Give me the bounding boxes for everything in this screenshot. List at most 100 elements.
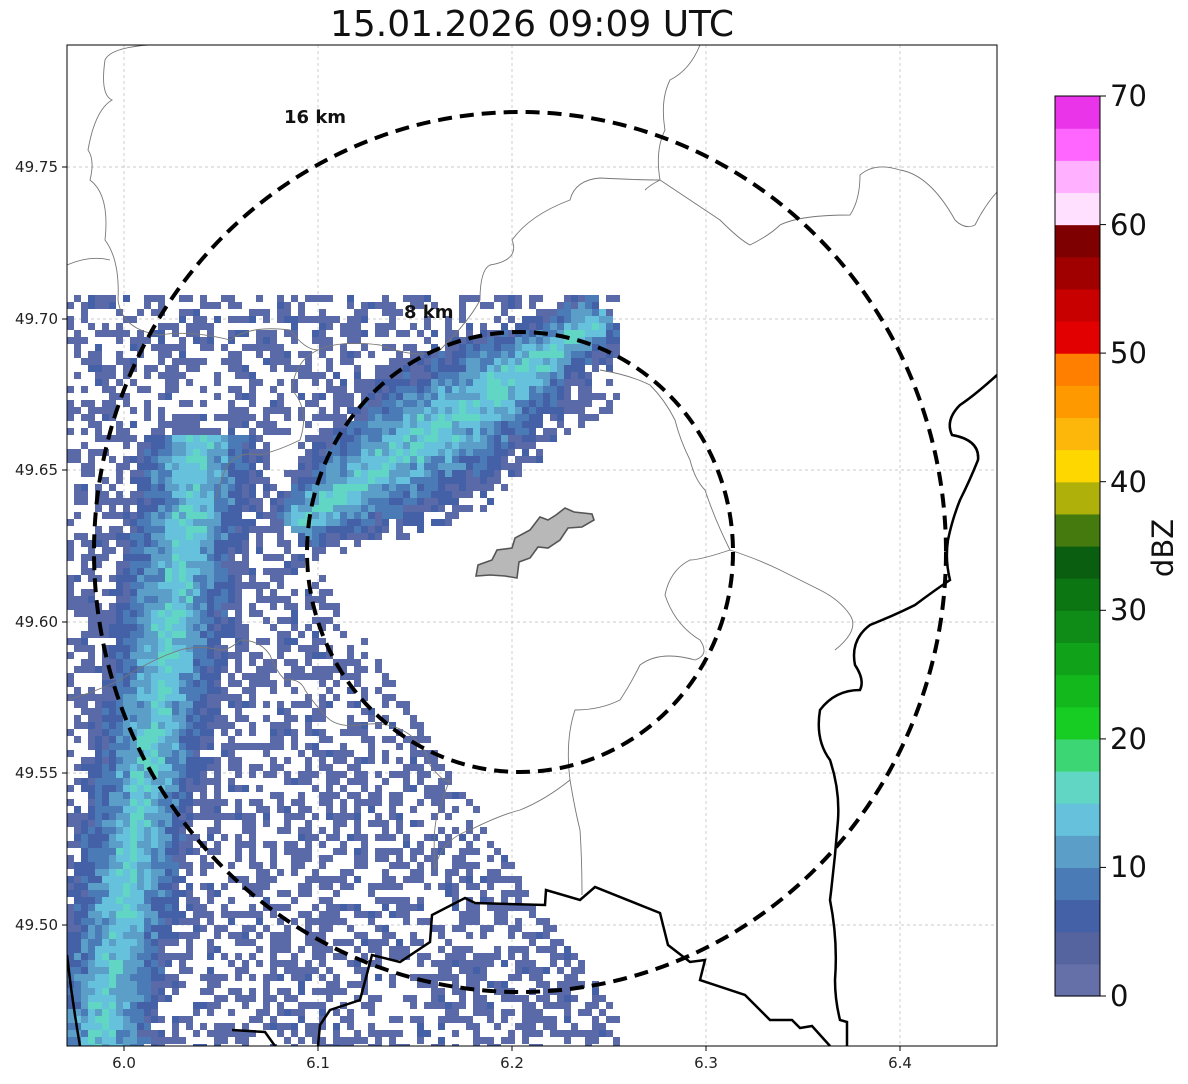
echo-pixel bbox=[522, 442, 529, 449]
echo-pixel bbox=[109, 575, 116, 582]
echo-pixel bbox=[410, 820, 417, 827]
echo-pixel bbox=[207, 743, 214, 750]
echo-pixel bbox=[452, 358, 459, 365]
echo-pixel bbox=[172, 512, 179, 519]
echo-pixel bbox=[67, 414, 74, 421]
echo-pixel bbox=[417, 365, 424, 372]
echo-pixel bbox=[165, 351, 172, 358]
echo-pixel bbox=[333, 456, 340, 463]
echo-pixel bbox=[319, 309, 326, 316]
echo-pixel bbox=[522, 323, 529, 330]
echo-pixel bbox=[67, 876, 74, 883]
echo-pixel bbox=[172, 442, 179, 449]
echo-pixel bbox=[242, 554, 249, 561]
echo-pixel bbox=[249, 1030, 256, 1037]
echo-pixel bbox=[501, 442, 508, 449]
echo-pixel bbox=[445, 400, 452, 407]
echo-pixel bbox=[424, 372, 431, 379]
echo-pixel bbox=[186, 729, 193, 736]
echo-pixel bbox=[312, 484, 319, 491]
echo-pixel bbox=[186, 799, 193, 806]
echo-pixel bbox=[186, 400, 193, 407]
echo-pixel bbox=[130, 1009, 137, 1016]
echo-pixel bbox=[102, 498, 109, 505]
echo-pixel bbox=[207, 484, 214, 491]
echo-pixel bbox=[480, 890, 487, 897]
echo-pixel bbox=[123, 967, 130, 974]
echo-pixel bbox=[291, 365, 298, 372]
echo-pixel bbox=[480, 484, 487, 491]
echo-pixel bbox=[228, 365, 235, 372]
echo-pixel bbox=[473, 911, 480, 918]
echo-pixel bbox=[550, 435, 557, 442]
echo-pixel bbox=[326, 316, 333, 323]
echo-pixel bbox=[354, 463, 361, 470]
echo-pixel bbox=[235, 414, 242, 421]
echo-pixel bbox=[193, 470, 200, 477]
echo-pixel bbox=[312, 414, 319, 421]
colorbar-segment bbox=[1055, 96, 1100, 129]
echo-pixel bbox=[242, 449, 249, 456]
echo-pixel bbox=[291, 337, 298, 344]
echo-pixel bbox=[228, 897, 235, 904]
echo-pixel bbox=[207, 631, 214, 638]
echo-pixel bbox=[102, 673, 109, 680]
echo-pixel bbox=[424, 1002, 431, 1009]
echo-pixel bbox=[305, 918, 312, 925]
echo-pixel bbox=[235, 484, 242, 491]
river bbox=[948, 374, 997, 461]
echo-pixel bbox=[179, 967, 186, 974]
echo-pixel bbox=[179, 421, 186, 428]
echo-pixel bbox=[368, 435, 375, 442]
echo-pixel bbox=[74, 995, 81, 1002]
echo-pixel bbox=[116, 498, 123, 505]
echo-pixel bbox=[515, 890, 522, 897]
echo-pixel bbox=[214, 505, 221, 512]
echo-pixel bbox=[67, 911, 74, 918]
echo-pixel bbox=[144, 337, 151, 344]
echo-pixel bbox=[242, 1030, 249, 1037]
echo-pixel bbox=[165, 540, 172, 547]
echo-pixel bbox=[116, 351, 123, 358]
echo-pixel bbox=[543, 428, 550, 435]
echo-pixel bbox=[214, 463, 221, 470]
echo-pixel bbox=[95, 932, 102, 939]
echo-pixel bbox=[284, 988, 291, 995]
echo-pixel bbox=[95, 540, 102, 547]
colorbar-segment bbox=[1055, 803, 1100, 836]
echo-pixel bbox=[361, 533, 368, 540]
echo-pixel bbox=[410, 470, 417, 477]
echo-pixel bbox=[256, 470, 263, 477]
echo-pixel bbox=[193, 484, 200, 491]
echo-pixel bbox=[137, 778, 144, 785]
echo-pixel bbox=[487, 981, 494, 988]
echo-pixel bbox=[109, 904, 116, 911]
echo-pixel bbox=[340, 428, 347, 435]
echo-pixel bbox=[270, 330, 277, 337]
echo-pixel bbox=[396, 407, 403, 414]
echo-pixel bbox=[249, 526, 256, 533]
echo-pixel bbox=[165, 547, 172, 554]
echo-pixel bbox=[613, 1016, 620, 1023]
echo-pixel bbox=[585, 323, 592, 330]
echo-pixel bbox=[193, 911, 200, 918]
echo-pixel bbox=[74, 687, 81, 694]
echo-pixel bbox=[158, 673, 165, 680]
echo-pixel bbox=[466, 393, 473, 400]
echo-pixel bbox=[298, 351, 305, 358]
echo-pixel bbox=[95, 1044, 102, 1046]
echo-pixel bbox=[438, 428, 445, 435]
echo-pixel bbox=[214, 449, 221, 456]
echo-pixel bbox=[144, 477, 151, 484]
echo-pixel bbox=[67, 337, 74, 344]
echo-pixel bbox=[242, 932, 249, 939]
colorbar-tick-label: 10 bbox=[1110, 850, 1147, 884]
echo-pixel bbox=[186, 442, 193, 449]
echo-pixel bbox=[466, 330, 473, 337]
echo-pixel bbox=[193, 1044, 200, 1046]
echo-pixel bbox=[340, 869, 347, 876]
echo-pixel bbox=[88, 295, 95, 302]
echo-pixel bbox=[214, 652, 221, 659]
echo-pixel bbox=[585, 295, 592, 302]
echo-pixel bbox=[403, 414, 410, 421]
